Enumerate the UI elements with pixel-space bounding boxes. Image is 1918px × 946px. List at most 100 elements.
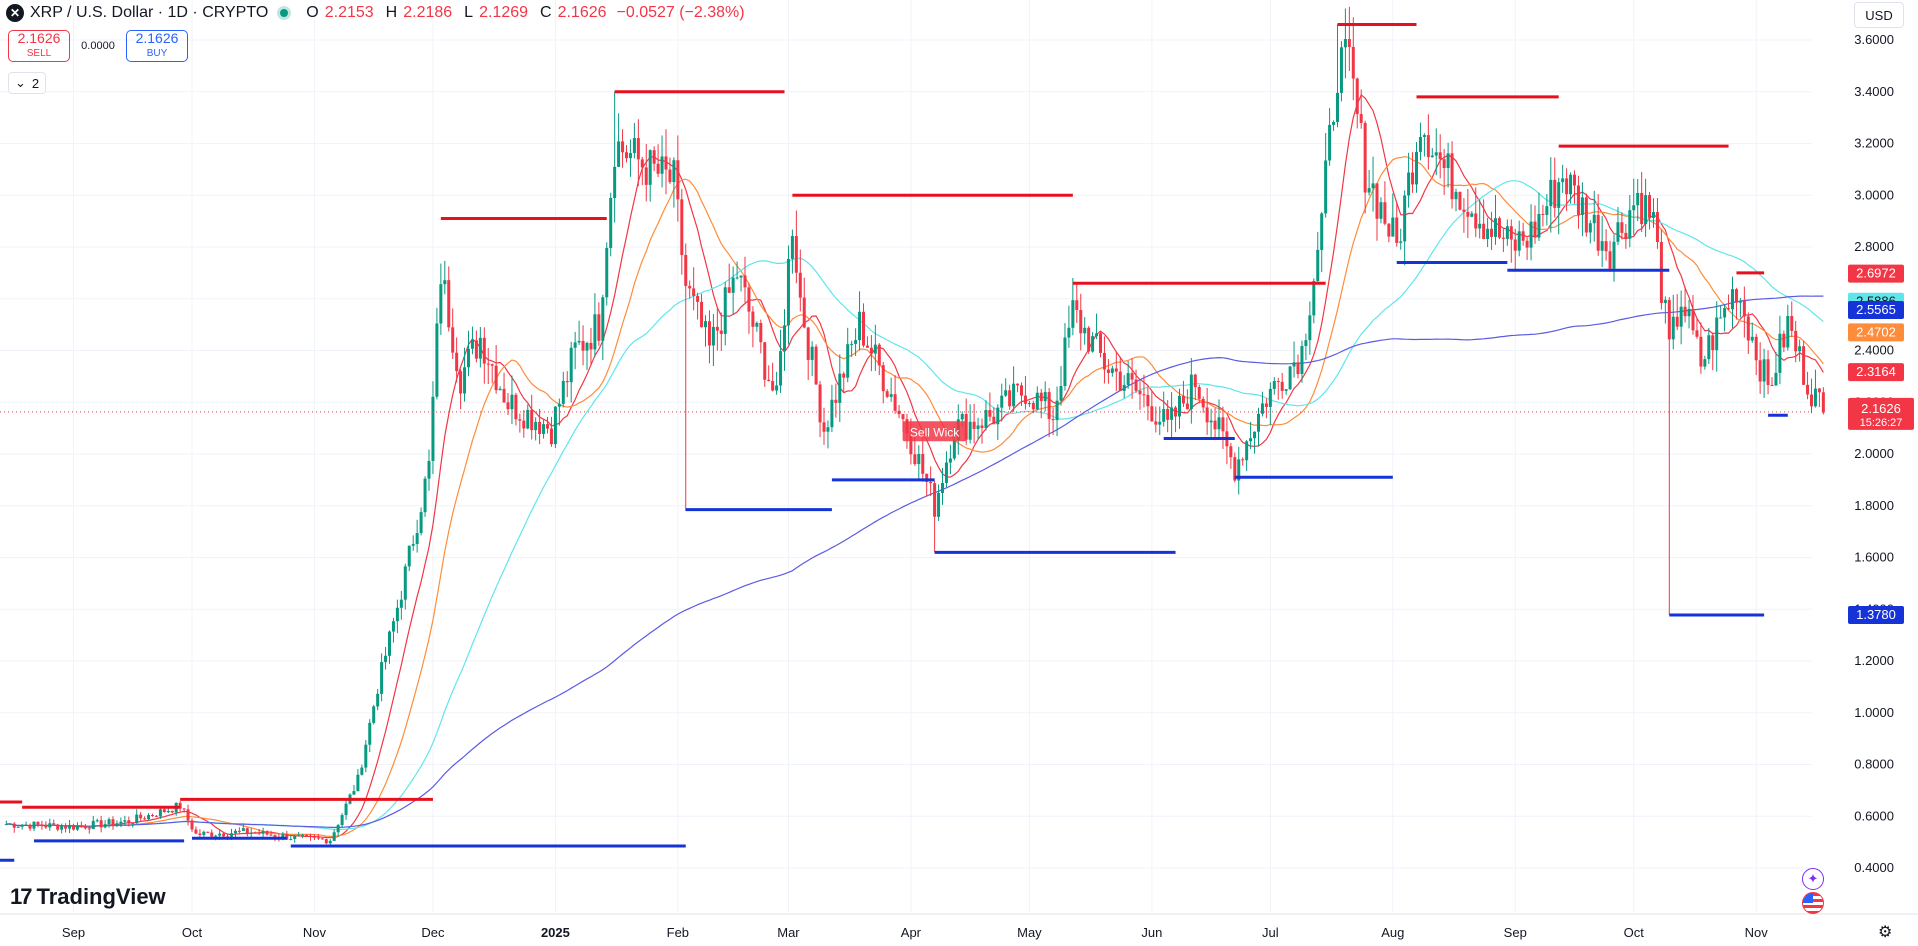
candle [1723, 308, 1727, 318]
candle [1399, 241, 1403, 243]
candle [1588, 223, 1592, 233]
candle [182, 808, 186, 810]
candle [1683, 306, 1687, 317]
tradingview-logo[interactable]: 17 TradingView [10, 884, 166, 910]
candle [727, 287, 731, 293]
candle [75, 825, 79, 830]
candle [1099, 333, 1102, 353]
price-label-box [1848, 605, 1904, 624]
candle [154, 815, 158, 817]
candle [210, 832, 214, 837]
candle [1497, 218, 1501, 238]
candle [1130, 373, 1134, 380]
candle [384, 655, 388, 663]
candle [909, 433, 913, 455]
candle [561, 380, 565, 404]
candle [12, 823, 16, 828]
candle [470, 340, 474, 349]
candle [395, 607, 399, 622]
candle [1126, 373, 1130, 385]
candle [711, 326, 715, 346]
candle [1249, 438, 1253, 442]
candle [498, 388, 502, 391]
candle [1810, 394, 1813, 407]
candle [1770, 385, 1774, 387]
price-label: 2.4702 [1856, 324, 1896, 339]
candle [1486, 228, 1490, 240]
candle [48, 823, 52, 828]
candle [925, 473, 929, 483]
candle [585, 342, 589, 351]
candle [463, 367, 467, 394]
candle [842, 373, 846, 378]
candle [435, 323, 439, 397]
candle [222, 833, 226, 837]
candle [1802, 346, 1806, 385]
candle [534, 421, 538, 431]
candle [127, 820, 131, 824]
candle [1754, 336, 1758, 361]
us-flag-icon[interactable] [1802, 892, 1824, 914]
candle [1659, 242, 1663, 303]
candle [1573, 174, 1576, 186]
candle [1794, 330, 1798, 352]
sell-button[interactable]: 2.1626 SELL [8, 30, 70, 62]
candle [403, 566, 407, 600]
candle [1422, 135, 1426, 137]
candle [917, 453, 921, 465]
market-status-icon[interactable] [280, 9, 289, 17]
candle [783, 325, 786, 352]
candle [123, 820, 127, 822]
candle [1280, 381, 1284, 391]
candle [1296, 362, 1300, 375]
candle [131, 823, 135, 825]
candle [1272, 381, 1276, 389]
sell-label: SELL [26, 48, 52, 59]
candle [952, 440, 956, 459]
candle [644, 167, 648, 185]
candle [1308, 315, 1312, 341]
candle [546, 424, 549, 429]
candle [1446, 153, 1450, 169]
indicators-toggle[interactable]: ⌄ 2 [8, 72, 47, 94]
candle [692, 288, 696, 296]
candle [621, 141, 625, 153]
candle [293, 835, 297, 839]
trade-panel: 2.1626 SELL 0.0000 2.1626 BUY [8, 30, 188, 62]
candle [664, 156, 668, 170]
candle [1430, 155, 1434, 158]
candle [111, 819, 115, 826]
sparkle-icon[interactable]: ✦ [1802, 868, 1824, 890]
y-tick-label: 3.4000 [1854, 84, 1894, 99]
candle [1336, 92, 1339, 122]
candle [1648, 195, 1652, 218]
candle [427, 460, 431, 479]
candle [474, 340, 478, 359]
candle [1533, 221, 1537, 238]
candle [467, 348, 470, 368]
candle [877, 344, 881, 366]
y-tick-label: 1.2000 [1854, 653, 1894, 668]
candle [822, 422, 826, 432]
candle [1063, 337, 1067, 387]
candle [526, 409, 530, 429]
candle [399, 599, 403, 608]
candle [1087, 327, 1091, 352]
candle [1071, 300, 1075, 328]
candle [249, 832, 253, 834]
candle [1004, 390, 1008, 396]
candle [921, 453, 925, 474]
buy-button[interactable]: 2.1626 BUY [126, 30, 188, 62]
candle [1727, 308, 1731, 310]
candle [1774, 372, 1778, 386]
currency-selector[interactable]: USD [1854, 2, 1904, 28]
gear-icon[interactable]: ⚙ [1878, 924, 1893, 941]
candle [1529, 221, 1533, 248]
candle [1395, 217, 1399, 243]
candle [707, 321, 711, 346]
symbol-title[interactable]: XRP / U.S. Dollar · 1D · CRYPTO [30, 4, 269, 21]
candle [617, 141, 621, 167]
candle [865, 345, 869, 348]
